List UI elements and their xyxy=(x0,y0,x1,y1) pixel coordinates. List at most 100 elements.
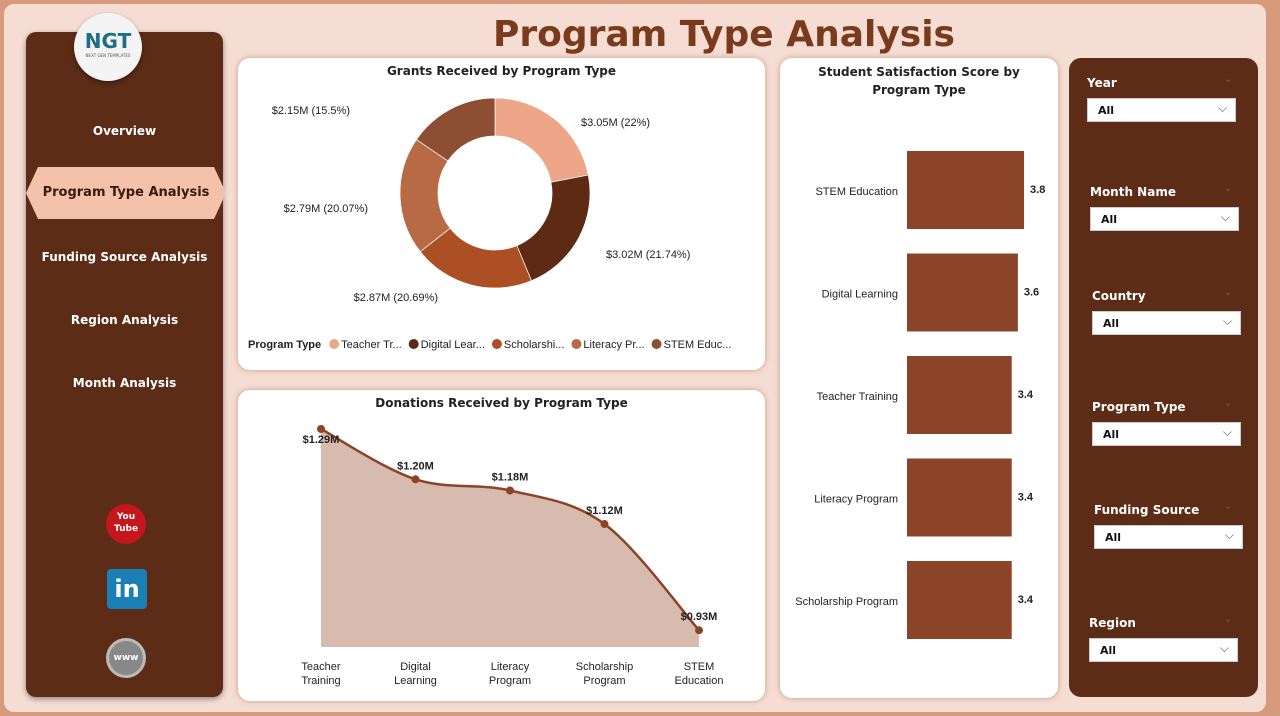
chevron-down-icon: ⌵ xyxy=(1224,528,1234,542)
filter-label: Program Type xyxy=(1092,400,1186,414)
x-tick-label: Teacher xyxy=(301,661,340,673)
donations-chart-title: Donations Received by Program Type xyxy=(375,396,628,410)
x-tick-label: Education xyxy=(675,675,724,687)
legend-label: Literacy Pr... xyxy=(583,339,644,351)
youtube-icon[interactable]: You Tube xyxy=(106,504,146,544)
linkedin-icon[interactable]: in xyxy=(107,569,147,609)
data-label: $0.93M xyxy=(681,611,718,623)
data-point xyxy=(695,626,703,635)
bar-value-label: 3.4 xyxy=(1018,389,1034,401)
legend-label: STEM Educ... xyxy=(664,339,732,351)
slice-data-label: $2.79M (20.07%) xyxy=(284,203,368,215)
data-point xyxy=(317,425,325,433)
filter-panel: Year ⌄ All ⌵ Month Name ⌄ All ⌵ Country ⌄ Al… xyxy=(1069,58,1258,697)
filter-label: Month Name xyxy=(1090,185,1176,199)
filter-dropdown[interactable]: All ⌵ xyxy=(1092,422,1241,446)
data-point xyxy=(600,520,609,529)
filter-label: Year xyxy=(1087,76,1117,90)
chevron-down-icon: ⌵ xyxy=(1219,641,1229,655)
donations-area-card: Donations Received by Program Type $1.29… xyxy=(238,390,765,701)
x-tick-label: Program xyxy=(489,675,531,687)
y-tick-label: Digital Learning xyxy=(822,289,898,301)
x-tick-label: Digital xyxy=(400,661,431,673)
collapse-chevron-icon[interactable]: ⌄ xyxy=(1224,614,1233,625)
filter-label: Country xyxy=(1092,289,1146,303)
slice-data-label: $3.02M (21.74%) xyxy=(606,249,690,261)
collapse-chevron-icon[interactable]: ⌄ xyxy=(1224,74,1233,85)
x-tick-label: STEM xyxy=(684,661,715,673)
grants-donut-chart: $3.05M (22%) $3.02M (21.74%) $2.87M (20.69… xyxy=(248,97,732,351)
data-label: $1.18M xyxy=(492,471,529,483)
bar xyxy=(907,151,1025,229)
page-title: Program Type Analysis xyxy=(493,14,955,55)
legend-label: Digital Lear... xyxy=(421,339,485,351)
filter-dropdown[interactable]: All ⌵ xyxy=(1089,638,1238,662)
bar-value-label: 3.4 xyxy=(1018,492,1034,504)
collapse-chevron-icon[interactable]: ⌄ xyxy=(1224,183,1233,194)
bar xyxy=(907,253,1018,332)
nav-region-analysis[interactable]: Region Analysis xyxy=(70,313,179,327)
grants-donut-card: Grants Received by Program Type $3.05M (… xyxy=(238,58,765,370)
filter-label: Funding Source xyxy=(1094,503,1200,517)
data-label: $1.29M xyxy=(303,434,340,446)
slice-data-label: $2.15M (15.5%) xyxy=(272,105,350,117)
y-tick-label: STEM Education xyxy=(815,186,898,198)
chevron-down-icon: ⌵ xyxy=(1222,425,1232,439)
bar-value-label: 3.8 xyxy=(1030,184,1045,196)
y-tick-label: Teacher Training xyxy=(817,391,898,403)
slice-data-label: $2.87M (20.69%) xyxy=(354,292,438,304)
filter-dropdown[interactable]: All ⌵ xyxy=(1092,311,1241,335)
filter-dropdown[interactable]: All ⌵ xyxy=(1094,525,1243,549)
data-point xyxy=(411,475,420,484)
legend-title: Program Type xyxy=(248,339,321,351)
nav-program-type-analysis[interactable]: Program Type Analysis xyxy=(26,167,226,219)
globe-icon[interactable]: www xyxy=(106,638,146,678)
data-point xyxy=(506,486,514,495)
collapse-chevron-icon[interactable]: ⌄ xyxy=(1224,287,1233,298)
x-tick-label: Training xyxy=(301,675,340,687)
area-fill xyxy=(321,429,699,647)
filter-label: Region xyxy=(1089,616,1136,630)
chevron-down-icon: ⌵ xyxy=(1217,101,1227,115)
slice-data-label: $3.05M (22%) xyxy=(581,117,650,129)
satisfaction-bar-card: Student Satisfaction Score by Program Ty… xyxy=(780,58,1058,698)
grants-chart-title: Grants Received by Program Type xyxy=(386,64,617,78)
legend-label: Scholarshi... xyxy=(504,339,565,351)
legend-marker xyxy=(491,339,502,349)
legend-label: Teacher Tr... xyxy=(341,339,402,351)
nav-funding-source-analysis[interactable]: Funding Source Analysis xyxy=(41,250,208,264)
legend-marker xyxy=(571,339,582,349)
nav-month-analysis[interactable]: Month Analysis xyxy=(72,376,177,390)
donut-slice xyxy=(516,174,591,282)
bar xyxy=(907,356,1012,434)
chevron-down-icon: ⌵ xyxy=(1222,314,1232,328)
bar-value-label: 3.4 xyxy=(1018,594,1034,606)
y-tick-label: Scholarship Program xyxy=(795,596,898,608)
legend-marker xyxy=(651,339,662,349)
donut-slice xyxy=(415,97,496,162)
legend-marker xyxy=(408,339,419,349)
chevron-down-icon: ⌵ xyxy=(1220,210,1230,224)
bar xyxy=(907,458,1012,537)
satisfaction-bar-chart: 3.8 STEM Education 3.6 Digital Learning 3.4 T… xyxy=(795,151,1045,639)
filter-dropdown[interactable]: All ⌵ xyxy=(1087,98,1236,122)
nav-overview[interactable]: Overview xyxy=(92,124,157,138)
collapse-chevron-icon[interactable]: ⌄ xyxy=(1224,398,1233,409)
filter-dropdown[interactable]: All ⌵ xyxy=(1090,207,1239,231)
donut-slice xyxy=(494,97,589,183)
data-label: $1.20M xyxy=(397,460,434,472)
satisfaction-chart-title: Student Satisfaction Score by Program Ty… xyxy=(818,65,1020,97)
x-tick-label: Scholarship xyxy=(576,661,633,673)
sidebar: Overview Program Type Analysis Funding S… xyxy=(26,32,226,697)
x-tick-label: Program xyxy=(583,675,625,687)
legend-marker xyxy=(329,339,340,349)
bar xyxy=(907,561,1012,639)
y-tick-label: Literacy Program xyxy=(814,494,898,506)
collapse-chevron-icon[interactable]: ⌄ xyxy=(1224,501,1233,512)
bar-value-label: 3.6 xyxy=(1024,287,1039,299)
x-tick-label: Literacy xyxy=(491,661,530,673)
donations-area-chart: $1.29M Teacher Training $1.20M Digital Learni… xyxy=(301,425,724,687)
data-label: $1.12M xyxy=(586,505,623,517)
x-tick-label: Learning xyxy=(394,675,437,687)
logo: NGT NEXT GEN TEMPLATES xyxy=(74,13,142,81)
